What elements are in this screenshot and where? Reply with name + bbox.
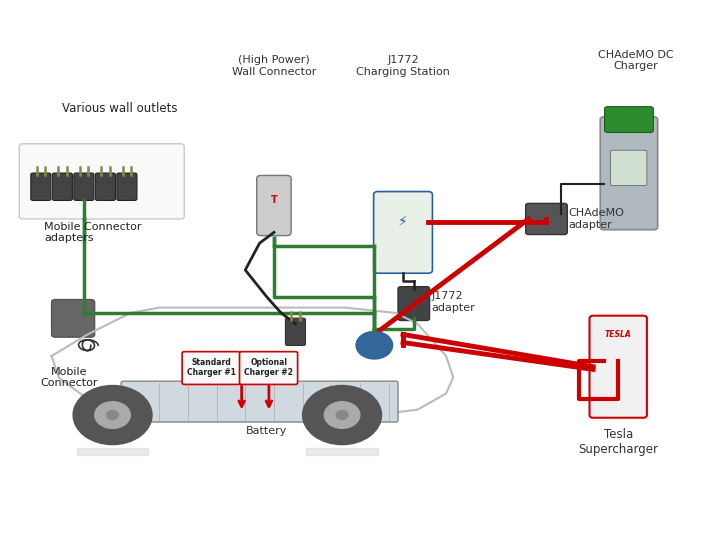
FancyBboxPatch shape	[53, 173, 73, 200]
Text: CHAdeMO DC
Charger: CHAdeMO DC Charger	[598, 50, 674, 71]
Text: Battery: Battery	[246, 426, 287, 436]
Text: (High Power)
Wall Connector: (High Power) Wall Connector	[232, 55, 316, 77]
Text: Tesla
Supercharger: Tesla Supercharger	[578, 428, 658, 456]
Text: TESLA: TESLA	[605, 330, 631, 339]
Text: J1772
Charging Station: J1772 Charging Station	[356, 55, 450, 77]
FancyBboxPatch shape	[182, 352, 240, 384]
Text: Mobile Connector
adapters: Mobile Connector adapters	[45, 221, 142, 243]
FancyBboxPatch shape	[590, 316, 647, 418]
Circle shape	[356, 332, 392, 359]
FancyBboxPatch shape	[74, 173, 94, 200]
Text: J1772
adapter: J1772 adapter	[432, 292, 475, 313]
Circle shape	[336, 410, 348, 420]
Text: Mobile
Connector: Mobile Connector	[41, 367, 98, 388]
Text: ⚡: ⚡	[398, 215, 408, 228]
FancyBboxPatch shape	[31, 173, 51, 200]
FancyBboxPatch shape	[121, 381, 398, 422]
FancyBboxPatch shape	[600, 117, 657, 230]
FancyBboxPatch shape	[605, 107, 653, 132]
FancyBboxPatch shape	[398, 287, 430, 321]
Text: Optional
Charger #2: Optional Charger #2	[245, 358, 293, 377]
Circle shape	[73, 386, 152, 444]
FancyBboxPatch shape	[117, 173, 137, 200]
Text: Various wall outlets: Various wall outlets	[63, 103, 178, 116]
Circle shape	[324, 402, 360, 428]
Circle shape	[95, 402, 130, 428]
Text: T: T	[271, 195, 277, 205]
FancyBboxPatch shape	[240, 352, 297, 384]
FancyBboxPatch shape	[285, 318, 305, 346]
Circle shape	[107, 410, 119, 420]
Circle shape	[302, 386, 382, 444]
FancyBboxPatch shape	[257, 176, 291, 235]
FancyBboxPatch shape	[19, 144, 184, 219]
FancyBboxPatch shape	[611, 150, 647, 186]
FancyBboxPatch shape	[95, 173, 115, 200]
Text: CHAdeMO
adapter: CHAdeMO adapter	[568, 208, 624, 230]
FancyBboxPatch shape	[526, 204, 567, 234]
FancyBboxPatch shape	[52, 300, 94, 337]
Text: Standard
Charger #1: Standard Charger #1	[187, 358, 236, 377]
FancyBboxPatch shape	[374, 192, 433, 273]
